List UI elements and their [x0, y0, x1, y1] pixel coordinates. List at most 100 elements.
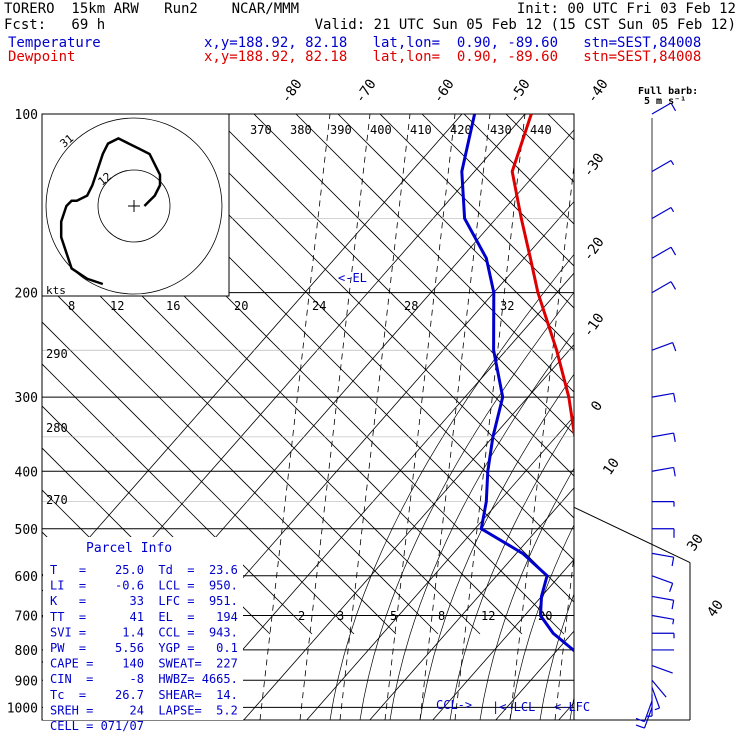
full-barb-label: Full barb:	[638, 86, 698, 97]
dry-adiabat-line	[169, 114, 574, 519]
wind-barb	[651, 432, 676, 443]
mixing-ratio-label: 12	[481, 609, 495, 623]
wind-barb-shaft	[651, 595, 674, 601]
wind-barb-shaft	[651, 342, 673, 351]
header-valid: Valid: 21 UTC Sun 05 Feb 12 (15 CST Sun …	[314, 17, 736, 33]
mixing-ratio-line	[419, 114, 491, 720]
dry-adiabat-line	[632, 114, 740, 634]
parcel-info-row: K = 33 LFC = 951.	[50, 594, 238, 608]
wind-barb-shaft	[651, 575, 673, 584]
parcel-info-row: Tc = 26.7 SHEAR= 14.	[50, 688, 238, 702]
temperature-tick-label: 0	[588, 398, 606, 414]
dry-adiabat-label: 290	[46, 347, 68, 361]
wind-barb-flag	[672, 619, 675, 625]
dry-adiabat-line	[463, 114, 574, 225]
isotherm-line	[306, 415, 574, 720]
wind-barb-shaft	[651, 679, 667, 698]
isotherm-line	[432, 558, 574, 720]
wind-barb-shaft	[643, 700, 653, 722]
pressure-tick-label: 800	[15, 644, 38, 659]
wind-barb	[651, 392, 676, 403]
series-line-dewpoint	[460, 114, 574, 653]
series-line-temperature	[510, 114, 574, 440]
frame-diagonal	[573, 506, 691, 564]
header-init: Init: 00 UTC Fri 03 Feb 12	[516, 1, 736, 17]
pressure-tick-label: 400	[15, 465, 38, 480]
mixing-ratio-label: 8	[68, 299, 75, 313]
dry-adiabat-line	[337, 114, 574, 351]
mixing-ratio-label: 2	[298, 609, 305, 623]
theta-e-label: 370	[250, 123, 272, 137]
wind-barb	[652, 632, 675, 639]
temperature-tick-label: -50	[506, 76, 534, 106]
isotherm-line	[180, 272, 574, 720]
temperature-tick-label: -30	[580, 150, 608, 180]
isotherm-line	[243, 344, 574, 720]
lfc-marker: <-LFC	[554, 700, 590, 714]
full-barb-value: 5 m s⁻¹	[644, 96, 686, 107]
wind-barb-flag	[670, 102, 677, 112]
wind-barb-shaft	[651, 687, 661, 709]
mixing-ratio-line	[299, 114, 371, 720]
dry-adiabat-line	[42, 237, 439, 635]
temperature-tick-label: -80	[278, 76, 306, 106]
theta-e-label: 380	[290, 123, 312, 137]
wind-barb-shaft	[651, 614, 674, 620]
wind-barb-shaft	[651, 432, 674, 438]
dry-adiabat-line	[42, 321, 355, 635]
legend-dewpoint: Dewpoint	[8, 49, 76, 65]
wind-barb	[635, 700, 653, 723]
dry-adiabat-line	[211, 114, 574, 477]
hodograph-units: kts	[46, 284, 66, 297]
mixing-ratio-line	[554, 552, 574, 720]
theta-e-label: 410	[410, 123, 432, 137]
parcel-info-row: CELL = 071/07	[50, 719, 144, 733]
moist-adiabat-line	[329, 253, 574, 720]
wind-barb-flag	[670, 207, 675, 213]
moist-adiabat-line	[660, 114, 740, 720]
mixing-ratio-line	[384, 114, 456, 720]
wind-barb	[651, 575, 674, 592]
mixing-ratio-label: 32	[500, 299, 514, 313]
temperature-tick-label: 40	[704, 597, 727, 620]
wind-barb-shaft	[651, 392, 674, 398]
wind-barb-flag	[670, 281, 677, 290]
moist-adiabat-line	[569, 695, 574, 720]
wind-barb	[651, 466, 676, 477]
mixing-ratio-label: 8	[438, 609, 445, 623]
mixing-ratio-label: 3	[337, 609, 344, 623]
parcel-info-row: CAPE = 140 SWEAT= 227	[50, 657, 238, 671]
mixing-ratio-label: 20	[234, 299, 248, 313]
mixing-ratio-line	[454, 114, 526, 720]
parcel-info-row: TT = 41 EL = 194	[50, 610, 238, 624]
wind-barb-flag	[669, 583, 674, 592]
hodograph-box	[41, 113, 230, 297]
dry-adiabat-label: 280	[46, 421, 68, 435]
pressure-tick-label: 100	[15, 108, 38, 123]
wind-barb	[651, 664, 673, 674]
el-marker: <-EL	[338, 271, 367, 285]
wind-barb	[651, 102, 677, 115]
wind-barb	[651, 159, 675, 173]
wind-barb	[651, 679, 667, 698]
isotherm-line	[683, 74, 740, 722]
wind-barb-shaft	[651, 664, 673, 674]
dry-adiabat-line	[42, 279, 397, 635]
wind-barb	[651, 281, 677, 294]
moist-adiabat-line	[359, 291, 574, 720]
mixing-ratio-label: 5	[390, 609, 397, 623]
moist-adiabat-line	[419, 373, 574, 720]
wind-barb-shaft	[651, 281, 672, 294]
wind-barb-shaft	[651, 466, 674, 472]
wind-barb	[651, 206, 675, 220]
isotherm-line	[620, 74, 740, 722]
wind-barb-flag	[670, 246, 677, 256]
wind-barb	[651, 687, 661, 711]
isotherm-line	[495, 630, 574, 720]
header-title: TORERO 15km ARW Run2 NCAR/MMM	[4, 1, 300, 17]
wind-barb-shaft	[651, 246, 672, 259]
dry-adiabat-line	[505, 114, 574, 183]
isotherm-line	[369, 487, 574, 720]
